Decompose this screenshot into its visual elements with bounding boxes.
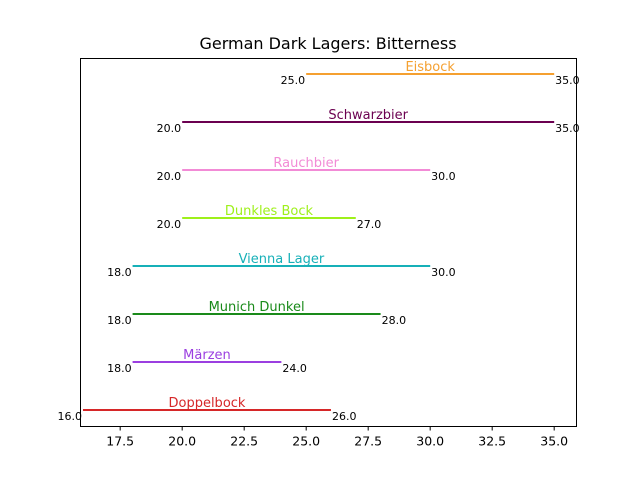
range-item: Märzen 18.0 24.0 — [107, 348, 307, 375]
x-tick-label: 22.5 — [230, 434, 258, 449]
range-category-label: Vienna Lager — [239, 252, 325, 267]
range-low-label: 20.0 — [157, 170, 182, 183]
x-axis: 17.5 20.0 22.5 25.0 27.5 30.0 32.5 35.0 — [106, 426, 568, 449]
x-tick-label: 32.5 — [478, 434, 506, 449]
range-category-label: Märzen — [183, 348, 231, 363]
range-item: Vienna Lager 18.0 30.0 — [107, 252, 456, 279]
x-tick-label: 27.5 — [354, 434, 382, 449]
x-tick-label: 30.0 — [416, 434, 444, 449]
range-high-label: 27.0 — [357, 218, 382, 231]
range-category-label: Doppelbock — [168, 396, 245, 411]
range-item: Dunkles Bock 20.0 27.0 — [157, 204, 382, 231]
range-category-label: Rauchbier — [273, 156, 339, 171]
range-high-label: 28.0 — [382, 314, 407, 327]
range-item: Eisbock 25.0 35.0 — [281, 60, 580, 87]
range-low-label: 20.0 — [157, 122, 182, 135]
range-high-label: 30.0 — [431, 266, 456, 279]
range-item: Rauchbier 20.0 30.0 — [157, 156, 456, 183]
chart-title: German Dark Lagers: Bitterness — [199, 34, 456, 53]
range-high-label: 24.0 — [282, 362, 307, 375]
range-category-label: Eisbock — [405, 60, 455, 75]
plot-frame — [80, 58, 577, 427]
chart-marks: Doppelbock 16.0 26.0 Märzen 18.0 24.0 Munich D… — [57, 60, 579, 423]
range-low-label: 25.0 — [281, 74, 306, 87]
range-high-label: 35.0 — [555, 74, 580, 87]
range-high-label: 35.0 — [555, 122, 580, 135]
range-category-label: Munich Dunkel — [209, 300, 305, 315]
range-low-label: 18.0 — [107, 314, 132, 327]
range-low-label: 18.0 — [107, 362, 132, 375]
x-tick-label: 35.0 — [540, 434, 568, 449]
range-low-label: 18.0 — [107, 266, 132, 279]
x-tick-label: 20.0 — [168, 434, 196, 449]
range-high-label: 26.0 — [332, 410, 357, 423]
x-tick-label: 17.5 — [106, 434, 134, 449]
range-item: Munich Dunkel 18.0 28.0 — [107, 300, 406, 327]
range-item: Schwarzbier 20.0 35.0 — [157, 108, 580, 135]
range-category-label: Dunkles Bock — [225, 204, 314, 219]
range-category-label: Schwarzbier — [328, 108, 408, 123]
range-item: Doppelbock 16.0 26.0 — [57, 396, 356, 423]
x-tick-label: 25.0 — [292, 434, 320, 449]
range-low-label: 20.0 — [157, 218, 182, 231]
range-high-label: 30.0 — [431, 170, 456, 183]
range-low-label: 16.0 — [57, 410, 82, 423]
